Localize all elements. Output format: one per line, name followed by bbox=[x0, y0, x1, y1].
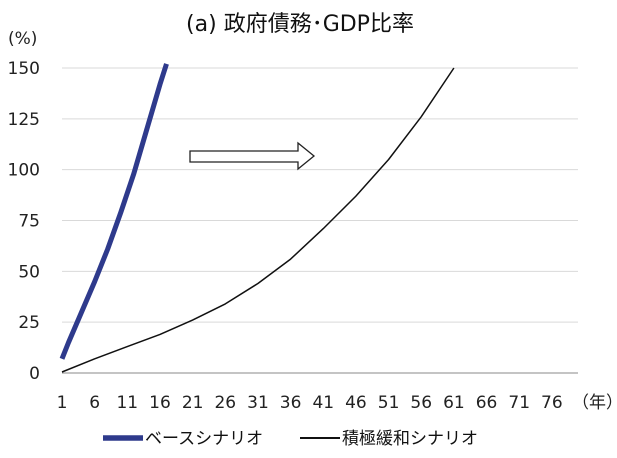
x-tick-label: 76 bbox=[541, 393, 563, 413]
gridlines bbox=[62, 67, 578, 374]
x-axis-unit: （年） bbox=[572, 393, 617, 413]
y-tick-label: 25 bbox=[18, 313, 40, 333]
x-tick-label: 66 bbox=[476, 393, 498, 413]
legend-label-1: ベースシナリオ bbox=[145, 429, 263, 449]
x-tick-label: 71 bbox=[508, 393, 530, 413]
y-tick-label: 150 bbox=[8, 59, 40, 79]
x-tick-label: 1 bbox=[57, 393, 68, 413]
x-tick-label: 6 bbox=[89, 393, 100, 413]
series-line-1 bbox=[59, 63, 169, 360]
x-tick-label: 21 bbox=[182, 393, 204, 413]
y-tick-label: 100 bbox=[8, 161, 40, 181]
y-tick-label: 125 bbox=[8, 110, 40, 130]
x-tick-label: 16 bbox=[149, 393, 171, 413]
legend-label-2: 積極緩和シナリオ bbox=[342, 429, 478, 449]
x-tick-labels: 1 6 11 16 21 26 31 36 41 46 51 56 61 66 71 76 bbox=[57, 393, 563, 413]
legend: ベースシナリオ 積極緩和シナリオ bbox=[103, 429, 478, 449]
x-tick-label: 31 bbox=[247, 393, 269, 413]
y-tick-label: 75 bbox=[18, 212, 40, 232]
y-tick-label: 50 bbox=[18, 262, 40, 282]
right-arrow-annotation bbox=[189, 141, 316, 171]
x-tick-label: 26 bbox=[214, 393, 236, 413]
series-lines bbox=[59, 63, 455, 373]
x-tick-label: 11 bbox=[116, 393, 138, 413]
x-tick-label: 41 bbox=[312, 393, 334, 413]
series-line-2 bbox=[61, 67, 455, 373]
x-tick-label: 61 bbox=[443, 393, 465, 413]
x-tick-label: 56 bbox=[410, 393, 432, 413]
x-tick-label: 46 bbox=[345, 393, 367, 413]
y-tick-label: 0 bbox=[29, 364, 40, 384]
y-axis-unit: (%) bbox=[8, 29, 37, 49]
x-tick-label: 51 bbox=[378, 393, 400, 413]
y-tick-labels: 0 25 50 75 100 125 150 bbox=[8, 59, 40, 384]
x-tick-label: 36 bbox=[280, 393, 302, 413]
chart-title: (a) 政府債務･GDP比率 bbox=[186, 12, 414, 37]
